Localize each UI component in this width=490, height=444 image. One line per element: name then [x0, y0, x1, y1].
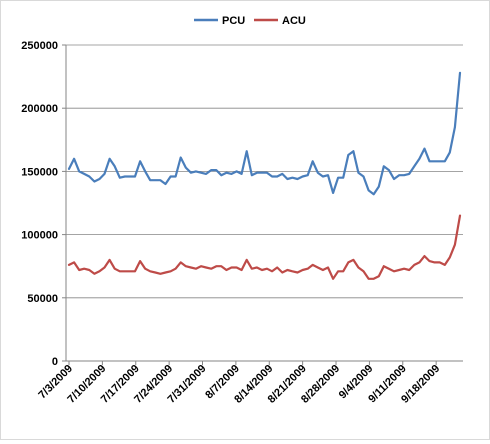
axes: 0500001000001500002000002500007/3/20097/… — [21, 40, 463, 406]
y-tick-label: 150000 — [21, 166, 58, 178]
y-tick-label: 250000 — [21, 40, 58, 52]
legend-label-acu: ACU — [282, 15, 306, 27]
legend-label-pcu: PCU — [222, 15, 245, 27]
y-tick-label: 200000 — [21, 103, 58, 115]
y-tick-label: 0 — [52, 356, 58, 368]
legend: PCU ACU — [194, 15, 306, 27]
series-line-acu — [67, 214, 462, 280]
series-lines — [67, 71, 462, 280]
y-tick-label: 50000 — [27, 293, 58, 305]
gridlines — [66, 44, 463, 299]
y-tick-label: 100000 — [21, 230, 58, 242]
series-line-pcu — [67, 71, 462, 196]
